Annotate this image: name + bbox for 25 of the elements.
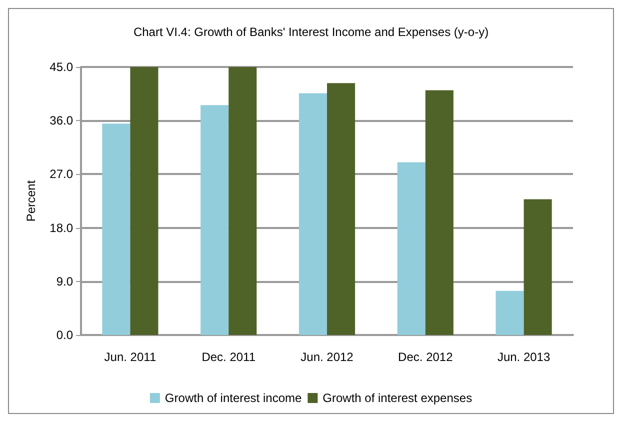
bar [102,124,130,335]
y-tick-label: 0.0 [56,328,74,342]
bar [397,162,426,335]
y-tick-label: 36.0 [50,114,74,128]
bar [200,105,229,335]
legend-label: Growth of interest expenses [322,391,472,405]
y-tick-label: 27.0 [50,167,74,182]
bar [496,290,524,335]
bar [425,90,454,335]
y-tick-label: 18.0 [50,220,74,235]
x-tick-label: Jun. 2012 [300,350,354,364]
bar [130,67,158,335]
bar [228,67,257,335]
legend-label: Growth of interest income [164,391,302,405]
y-tick-label: 9.0 [56,274,74,288]
bar [524,199,552,335]
x-tick-label: Jun. 2011 [104,350,156,364]
y-tick-label: 45.0 [50,60,74,74]
x-tick-label: Dec. 2012 [398,350,454,364]
chart-title: Chart VI.4: Growth of Banks' Interest Income and Expenses (y-o-y) [133,25,489,39]
bar [327,83,356,335]
bar [298,93,327,335]
y-axis-title: Percent [24,180,38,222]
x-tick-label: Jun. 2013 [497,350,550,364]
x-tick-label: Dec. 2011 [202,350,256,364]
